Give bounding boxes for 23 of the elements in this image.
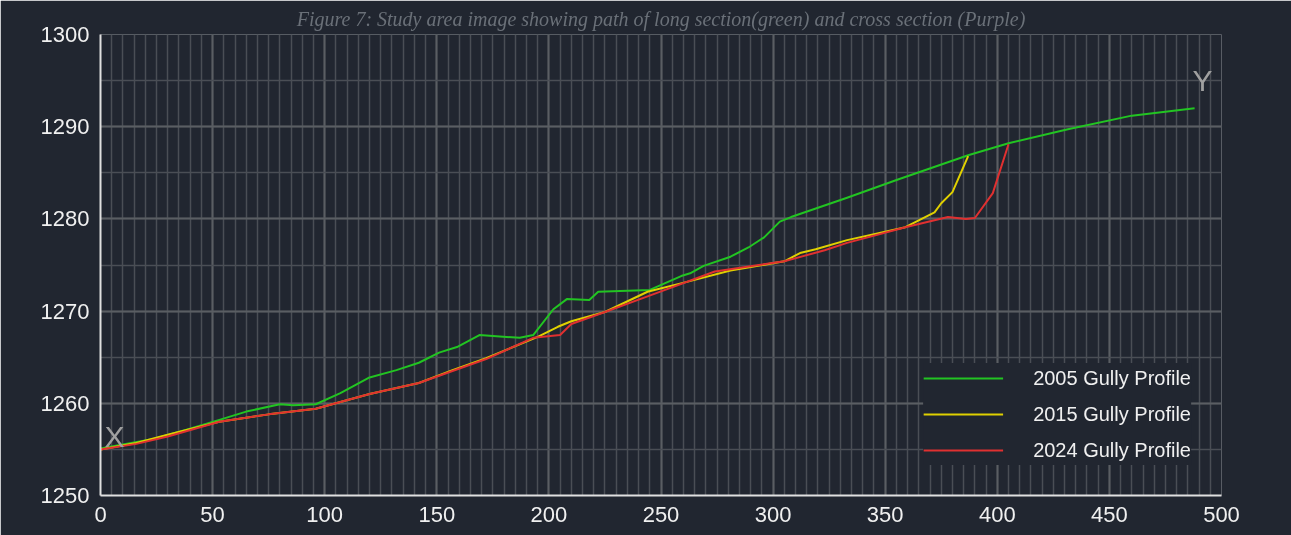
x-tick-label: 50 (200, 501, 225, 527)
x-tick-label: 500 (1203, 501, 1240, 527)
x-tick-label: 150 (418, 501, 456, 527)
x-tick-label: 100 (306, 501, 344, 527)
y-tick-label: 1260 (40, 390, 90, 416)
x-tick-label: 200 (530, 501, 568, 527)
legend-label: 2024 Gully Profile (1033, 438, 1191, 462)
x-tick-label: 250 (642, 501, 680, 527)
x-tick-label: 0 (94, 501, 107, 527)
y-tick-label: 1290 (40, 114, 90, 140)
x-tick-label: 450 (1091, 501, 1128, 527)
y-tick-label: 1280 (40, 206, 90, 232)
x-tick-label: 300 (754, 501, 792, 527)
y-tick-label: 1270 (40, 298, 90, 324)
caption: Figure 7: Study area image showing path of long section(green) and cross section (Purple) (295, 7, 1026, 31)
y-tick-label: 1250 (40, 483, 90, 508)
legend-label: 2005 Gully Profile (1033, 366, 1191, 390)
annotation: X (104, 419, 125, 453)
x-tick-label: 400 (978, 501, 1016, 527)
x-tick-label: 350 (866, 501, 904, 527)
legend-label: 2015 Gully Profile (1033, 402, 1191, 426)
y-tick-label: 1300 (40, 22, 90, 47)
annotation: Y (1192, 63, 1213, 97)
